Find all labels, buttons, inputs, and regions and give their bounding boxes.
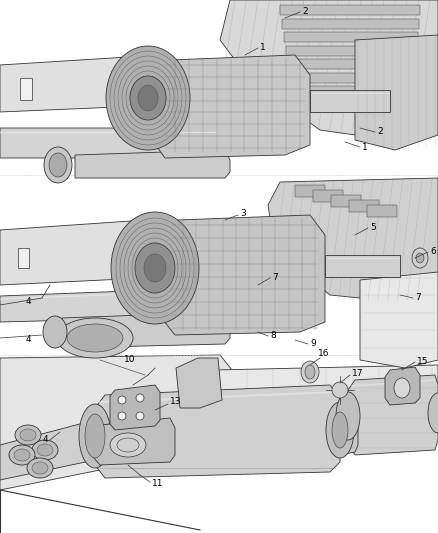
- Ellipse shape: [85, 414, 105, 458]
- Bar: [284, 32, 418, 42]
- Text: 1: 1: [362, 142, 368, 151]
- Ellipse shape: [332, 382, 348, 398]
- Ellipse shape: [67, 324, 123, 352]
- Ellipse shape: [138, 85, 158, 111]
- Ellipse shape: [394, 378, 410, 398]
- Text: 11: 11: [152, 479, 163, 488]
- Ellipse shape: [110, 433, 146, 457]
- Polygon shape: [160, 215, 325, 335]
- Bar: [20, 78, 32, 100]
- Ellipse shape: [111, 212, 199, 324]
- Text: 4: 4: [25, 297, 31, 306]
- Bar: [280, 5, 420, 15]
- Ellipse shape: [136, 394, 144, 402]
- Text: 10: 10: [124, 356, 136, 365]
- Bar: [294, 100, 413, 110]
- Ellipse shape: [9, 445, 35, 465]
- Text: 8: 8: [270, 332, 276, 341]
- Polygon shape: [0, 220, 160, 285]
- Text: 6: 6: [430, 246, 436, 255]
- Text: 7: 7: [272, 272, 278, 281]
- Ellipse shape: [118, 396, 126, 404]
- Text: 9: 9: [310, 340, 316, 349]
- Ellipse shape: [43, 316, 67, 348]
- Bar: [292, 86, 414, 96]
- Bar: [286, 46, 417, 56]
- Ellipse shape: [135, 243, 175, 293]
- Bar: [313, 190, 343, 202]
- Ellipse shape: [32, 462, 48, 474]
- Bar: [0, 0, 438, 180]
- Polygon shape: [220, 0, 438, 140]
- Polygon shape: [94, 418, 175, 465]
- Text: 13: 13: [170, 398, 181, 407]
- Text: 15: 15: [417, 357, 428, 366]
- Ellipse shape: [305, 365, 315, 379]
- Ellipse shape: [416, 253, 424, 263]
- Polygon shape: [0, 128, 222, 158]
- Text: 2: 2: [302, 6, 307, 15]
- Ellipse shape: [301, 361, 319, 383]
- Polygon shape: [75, 150, 230, 178]
- Ellipse shape: [32, 440, 58, 460]
- Bar: [0, 175, 438, 360]
- Ellipse shape: [14, 449, 30, 461]
- Ellipse shape: [326, 402, 354, 458]
- Ellipse shape: [79, 404, 111, 468]
- Bar: [331, 195, 361, 207]
- Polygon shape: [0, 355, 240, 490]
- Text: 5: 5: [370, 222, 376, 231]
- Bar: [295, 185, 325, 197]
- Polygon shape: [340, 405, 358, 455]
- Bar: [18, 248, 29, 268]
- Polygon shape: [348, 375, 438, 455]
- Text: 2: 2: [377, 127, 383, 136]
- Ellipse shape: [49, 153, 67, 177]
- Bar: [0, 355, 438, 533]
- Ellipse shape: [118, 412, 126, 420]
- Ellipse shape: [37, 444, 53, 456]
- Bar: [288, 59, 416, 69]
- Polygon shape: [360, 272, 438, 368]
- Polygon shape: [110, 385, 160, 430]
- Bar: [290, 73, 415, 83]
- Bar: [325, 255, 400, 277]
- Bar: [367, 205, 397, 217]
- Polygon shape: [215, 365, 438, 450]
- Text: 16: 16: [318, 350, 329, 359]
- Polygon shape: [0, 55, 175, 112]
- Bar: [282, 19, 419, 29]
- Polygon shape: [62, 312, 230, 348]
- Polygon shape: [0, 290, 158, 322]
- Text: 1: 1: [260, 43, 266, 52]
- Text: 3: 3: [240, 209, 246, 219]
- Polygon shape: [268, 178, 438, 302]
- Ellipse shape: [144, 254, 166, 282]
- Bar: [310, 90, 390, 112]
- Bar: [349, 200, 379, 212]
- Ellipse shape: [428, 393, 438, 433]
- Text: 7: 7: [415, 294, 421, 303]
- Ellipse shape: [44, 147, 72, 183]
- Ellipse shape: [57, 318, 133, 358]
- Ellipse shape: [27, 458, 53, 478]
- Polygon shape: [95, 385, 340, 478]
- Text: 4: 4: [42, 435, 48, 445]
- Ellipse shape: [412, 248, 428, 268]
- Polygon shape: [152, 55, 310, 158]
- Text: 17: 17: [352, 368, 364, 377]
- Ellipse shape: [332, 412, 348, 448]
- Ellipse shape: [130, 76, 166, 120]
- Text: 4: 4: [25, 335, 31, 344]
- Polygon shape: [385, 367, 420, 405]
- Ellipse shape: [336, 392, 360, 440]
- Ellipse shape: [106, 46, 190, 150]
- Ellipse shape: [15, 425, 41, 445]
- Polygon shape: [176, 358, 222, 408]
- Ellipse shape: [136, 412, 144, 420]
- Polygon shape: [0, 420, 98, 480]
- Polygon shape: [355, 35, 438, 150]
- Ellipse shape: [20, 429, 36, 441]
